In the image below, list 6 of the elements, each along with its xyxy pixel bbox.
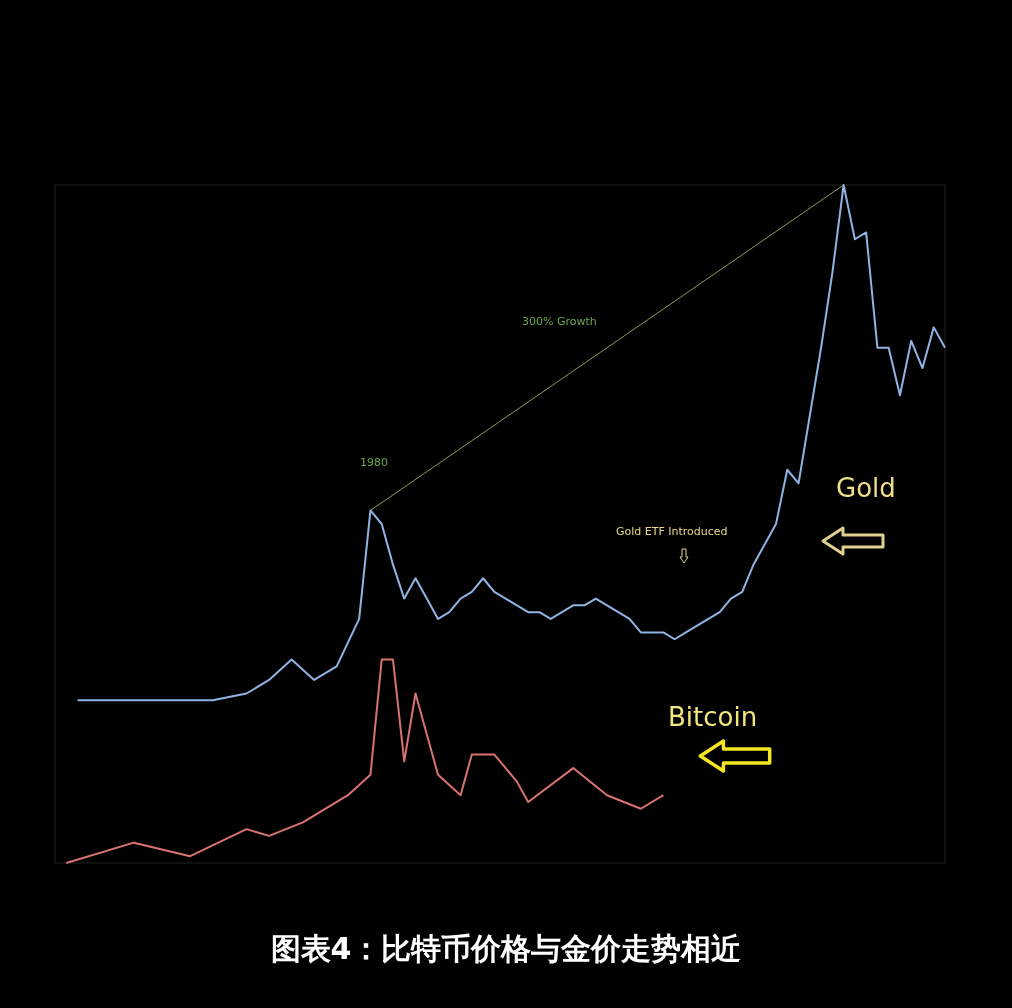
text: 图表4：比特币价格与金价走势相近 [270,930,742,966]
annotation: 300% Growth [522,315,597,328]
series-label: Gold [836,473,896,503]
text: Bitcoin [668,702,758,732]
annotation: Gold ETF Introduced [616,525,728,538]
annotation: 1980 [360,456,388,469]
